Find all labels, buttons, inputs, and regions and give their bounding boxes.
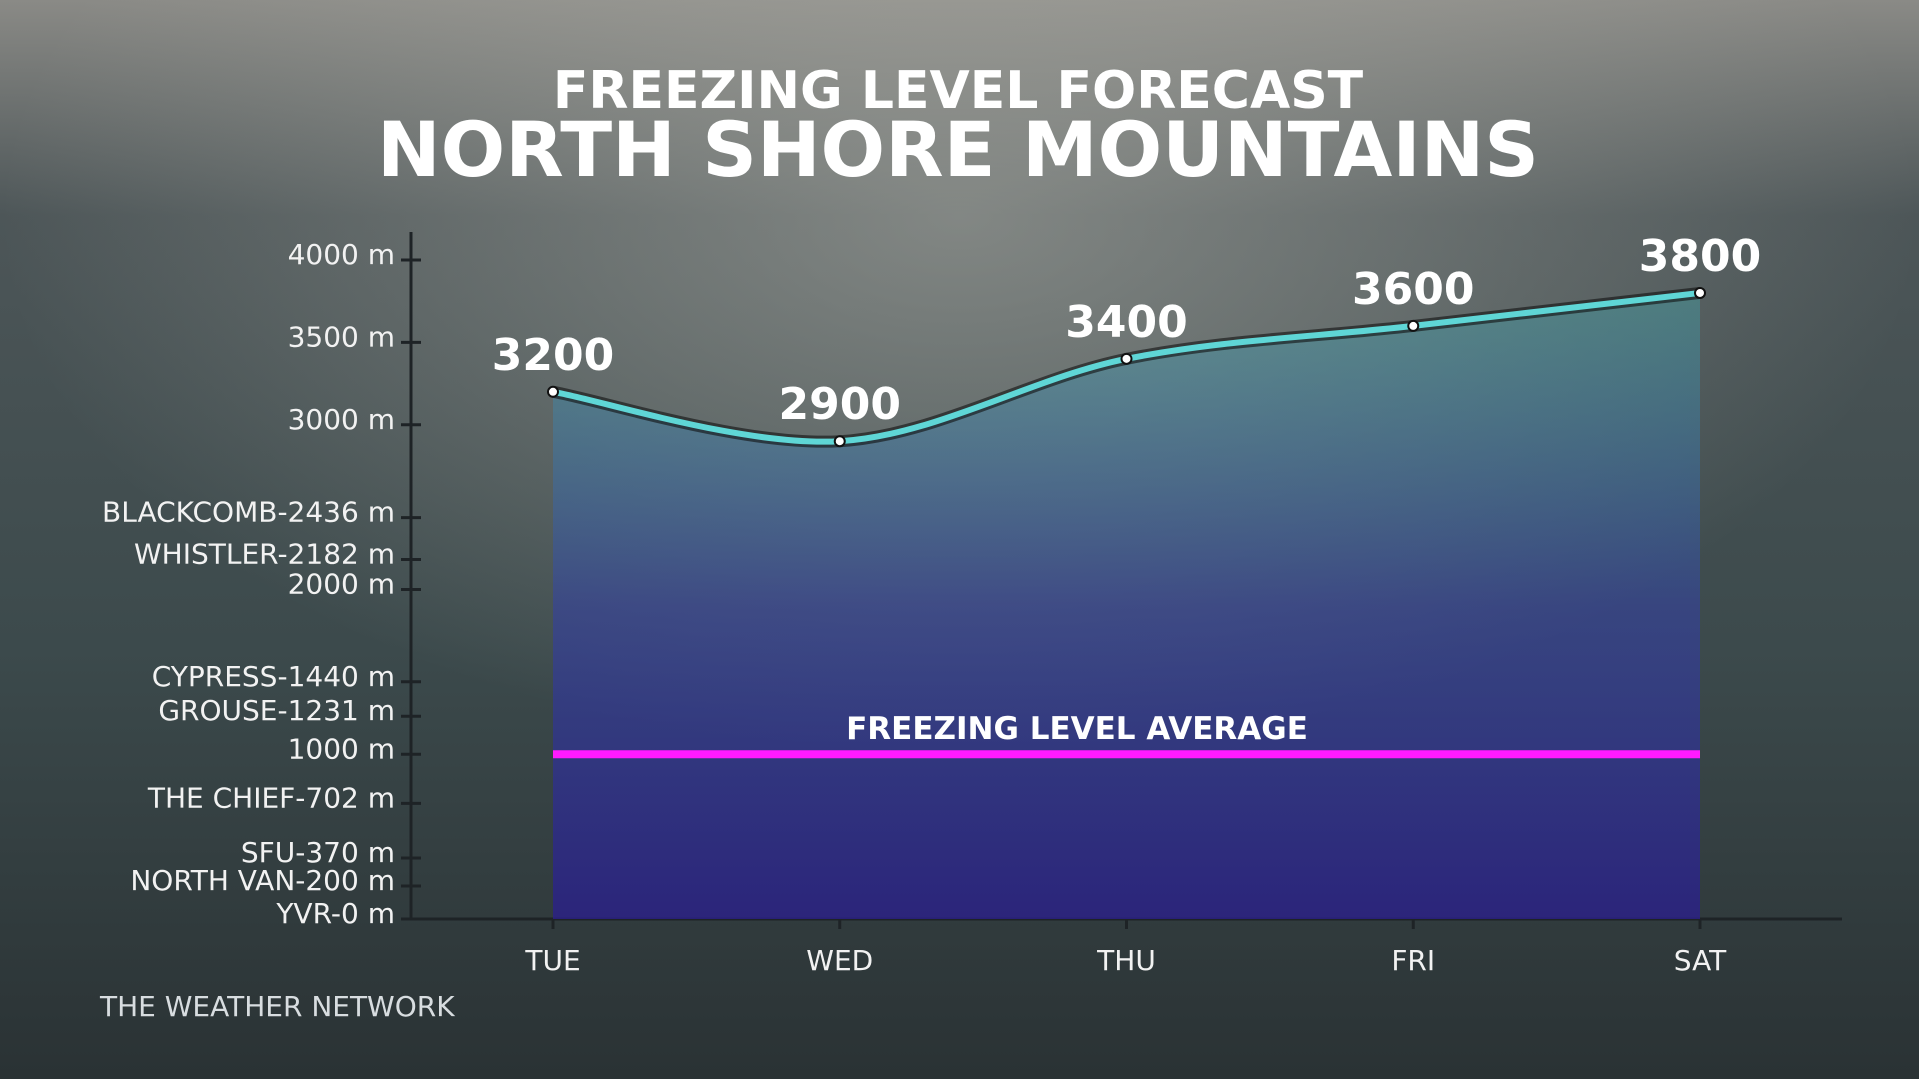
area [553,292,1700,919]
y-tick-label: 2000 m [288,568,395,601]
point [1120,352,1133,365]
y-tick-label: WHISTLER-2182 m [134,538,395,571]
value-label: 3200 [492,330,614,381]
y-tick-label: BLACKCOMB-2436 m [102,496,395,529]
x-tick-label: WED [806,944,873,977]
y-tick-label: 3500 m [288,320,395,353]
x-tick-label: SAT [1674,944,1727,977]
source: THE WEATHER NETWORK [99,990,455,1023]
reference-label: FREEZING LEVEL AVERAGE [846,711,1308,747]
y-tick-label: YVR-0 m [275,897,395,930]
value-label: 2900 [779,379,901,430]
y-tick-label: SFU-370 m [241,836,395,869]
y-tick-label: CYPRESS-1440 m [152,660,395,693]
point [1407,319,1420,332]
y-tick-label: THE CHIEF-702 m [147,781,395,814]
x-tick-label: TUE [524,944,580,977]
point [833,435,846,448]
x-tick-label: FRI [1391,944,1435,977]
y-tick-label: 3000 m [288,403,395,436]
chart-title: FREEZING LEVEL FORECAST [553,61,1364,121]
point [547,385,559,398]
y-tick-label: NORTH VAN-200 m [130,864,395,897]
x-tick-label: THU [1096,944,1156,977]
chart-subtitle: NORTH SHORE MOUNTAINS [377,105,1539,194]
value-label: 3600 [1352,264,1474,315]
value-label: 3400 [1065,297,1187,348]
y-tick-label: 1000 m [288,732,395,765]
value-label: 3800 [1639,231,1761,282]
point [1694,286,1706,299]
y-tick-label: GROUSE-1231 m [158,694,395,727]
y-tick-label: 4000 m [288,238,395,271]
